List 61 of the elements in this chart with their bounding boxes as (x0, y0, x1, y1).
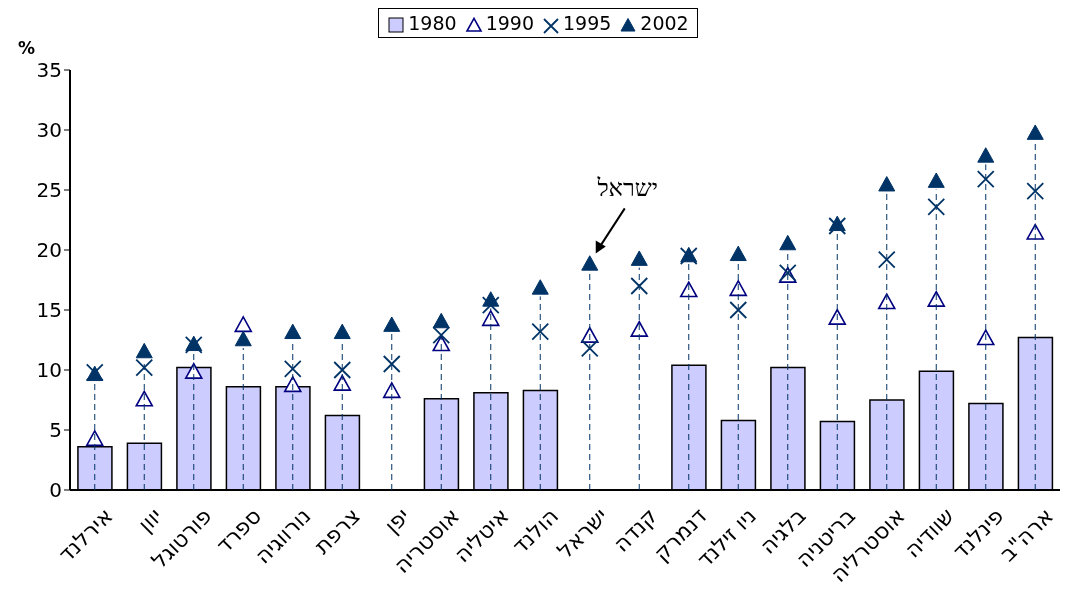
point (283, 376, 302, 393)
point (234, 316, 253, 333)
y-tick-label: 20 (36, 238, 62, 263)
legend-label: 1980 (407, 12, 457, 34)
point (85, 430, 104, 447)
point (481, 310, 500, 327)
x-tick-label: אירלנד (53, 503, 118, 568)
point (729, 301, 748, 319)
point (531, 279, 549, 295)
y-tick-label: 25 (36, 178, 62, 203)
legend-label: 1990 (484, 12, 534, 34)
point (927, 197, 946, 216)
point (729, 245, 747, 262)
point (333, 374, 352, 391)
point (382, 355, 401, 373)
point (481, 296, 500, 315)
point (779, 234, 797, 251)
point (927, 172, 945, 188)
point (976, 170, 995, 189)
point (580, 339, 599, 358)
point (531, 322, 550, 341)
point (283, 359, 302, 378)
point (135, 390, 154, 407)
point (630, 320, 649, 337)
point (1026, 124, 1044, 140)
y-tick-label: 35 (36, 58, 62, 83)
point (432, 326, 451, 345)
point (877, 293, 896, 310)
point (382, 382, 401, 399)
point (383, 316, 401, 332)
point (729, 280, 748, 297)
y-tick-label: 30 (36, 118, 62, 143)
annotation: ישראל (596, 174, 659, 203)
point (630, 250, 648, 266)
point (135, 342, 153, 359)
point (581, 255, 599, 271)
y-tick-label: 0 (49, 478, 62, 503)
point (234, 330, 252, 347)
point (877, 250, 896, 269)
point (333, 361, 352, 379)
point (184, 362, 203, 379)
point (878, 176, 896, 192)
point (977, 147, 995, 163)
point (927, 290, 946, 307)
legend-label: 1995 (562, 12, 612, 34)
point (432, 312, 450, 329)
y-tick-label: 15 (36, 298, 62, 323)
point (679, 281, 698, 298)
point (333, 323, 351, 340)
legend-label: 2002 (639, 12, 689, 34)
point (135, 358, 154, 377)
point (284, 323, 302, 340)
y-tick-label: 10 (36, 358, 62, 383)
y-tick-label: 5 (49, 418, 62, 443)
point (432, 335, 451, 352)
y-axis-title: % (18, 38, 36, 58)
point (828, 308, 847, 325)
point (976, 329, 995, 346)
point (1026, 223, 1045, 240)
point (630, 277, 649, 295)
point (1026, 182, 1045, 201)
